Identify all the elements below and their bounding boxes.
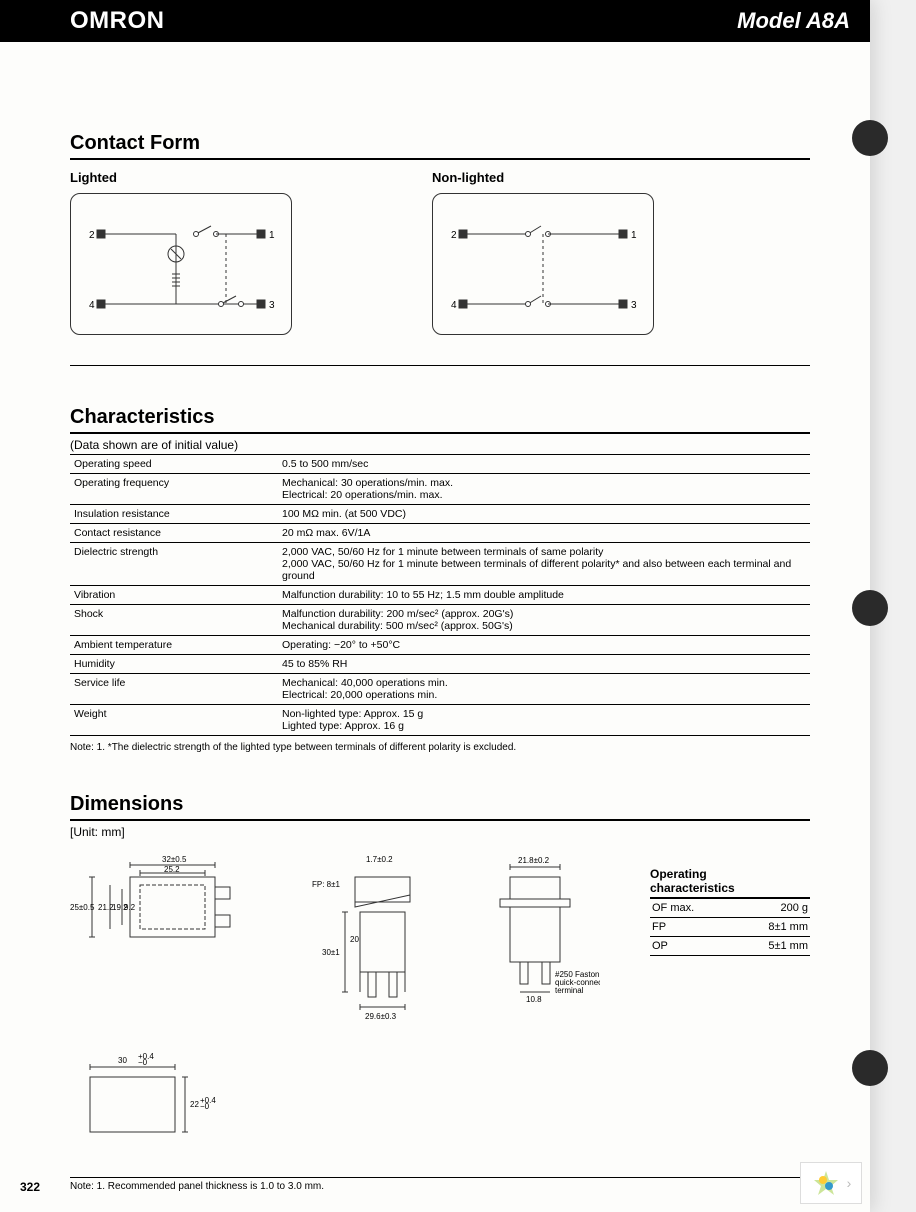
contact-form-heading: Contact Form bbox=[70, 132, 810, 160]
char-label: Ambient temperature bbox=[70, 636, 278, 655]
binder-tab-icon bbox=[852, 120, 888, 156]
dimension-drawings: 32±0.5 25.2 25±0.5 21.2 19.2 9.2 bbox=[70, 847, 620, 1157]
watermark-icon: › bbox=[800, 1162, 862, 1204]
lighted-diagram: 2 1 4 3 bbox=[70, 193, 292, 335]
svg-text:−0: −0 bbox=[200, 1102, 210, 1111]
table-row: Humidity45 to 85% RH bbox=[70, 655, 810, 674]
datasheet-page: OMRON Model A8A Contact Form Lighted bbox=[0, 0, 870, 1212]
char-value: Mechanical: 40,000 operations min. Elect… bbox=[278, 674, 810, 705]
table-row: Service lifeMechanical: 40,000 operation… bbox=[70, 674, 810, 705]
page-number: 322 bbox=[20, 1180, 40, 1194]
terminal-2: 2 bbox=[89, 230, 95, 241]
dimensions-unit: [Unit: mm] bbox=[70, 825, 810, 839]
table-row: Dielectric strength2,000 VAC, 50/60 Hz f… bbox=[70, 543, 810, 586]
dimensions-note: Note: 1. Recommended panel thickness is … bbox=[70, 1177, 810, 1192]
table-row: OP5±1 mm bbox=[650, 937, 810, 956]
terminal-1: 1 bbox=[269, 230, 275, 241]
char-value: Mechanical: 30 operations/min. max. Elec… bbox=[278, 474, 810, 505]
svg-text:21.8±0.2: 21.8±0.2 bbox=[518, 856, 550, 865]
characteristics-note: Note: 1. *The dielectric strength of the… bbox=[70, 742, 810, 753]
table-row: WeightNon-lighted type: Approx. 15 g Lig… bbox=[70, 705, 810, 736]
svg-text:9.2: 9.2 bbox=[124, 903, 136, 912]
table-row: Operating frequencyMechanical: 30 operat… bbox=[70, 474, 810, 505]
char-value: Operating: −20° to +50°C bbox=[278, 636, 810, 655]
char-label: Humidity bbox=[70, 655, 278, 674]
binder-tab-icon bbox=[852, 1050, 888, 1086]
svg-text:32±0.5: 32±0.5 bbox=[162, 855, 187, 864]
svg-text:1.7±0.2: 1.7±0.2 bbox=[366, 855, 393, 864]
char-label: Operating frequency bbox=[70, 474, 278, 505]
op-char-heading: Operating characteristics bbox=[650, 867, 810, 899]
char-value: 100 MΩ min. (at 500 VDC) bbox=[278, 505, 810, 524]
table-row: ShockMalfunction durability: 200 m/sec² … bbox=[70, 605, 810, 636]
side-view-drawing: 21.8±0.2 10.8 #250 Faston quick-connect … bbox=[480, 847, 600, 1017]
divider bbox=[70, 365, 810, 366]
svg-text:10.8: 10.8 bbox=[526, 995, 542, 1004]
svg-text:25.2: 25.2 bbox=[164, 865, 180, 874]
table-row: Insulation resistance100 MΩ min. (at 500… bbox=[70, 505, 810, 524]
svg-text:25±0.5: 25±0.5 bbox=[70, 903, 95, 912]
terminal-4: 4 bbox=[451, 300, 457, 311]
op-value: 8±1 mm bbox=[732, 918, 810, 937]
char-value: Malfunction durability: 10 to 55 Hz; 1.5… bbox=[278, 586, 810, 605]
op-label: OP bbox=[650, 937, 732, 956]
operating-characteristics: Operating characteristics OF max.200 gFP… bbox=[650, 867, 810, 956]
op-value: 200 g bbox=[732, 899, 810, 918]
brand-logo: OMRON bbox=[70, 7, 165, 35]
char-label: Contact resistance bbox=[70, 524, 278, 543]
char-label: Dielectric strength bbox=[70, 543, 278, 586]
svg-text:terminal: terminal bbox=[555, 986, 584, 995]
op-label: OF max. bbox=[650, 899, 732, 918]
characteristics-table: Operating speed0.5 to 500 mm/secOperatin… bbox=[70, 454, 810, 736]
dimensions-heading: Dimensions bbox=[70, 793, 810, 821]
char-value: Malfunction durability: 200 m/sec² (appr… bbox=[278, 605, 810, 636]
svg-text:20: 20 bbox=[350, 935, 359, 944]
nonlighted-label: Non-lighted bbox=[432, 170, 654, 185]
table-row: OF max.200 g bbox=[650, 899, 810, 918]
nonlighted-diagram: 2 1 4 3 bbox=[432, 193, 654, 335]
binder-tab-icon bbox=[852, 590, 888, 626]
table-row: Operating speed0.5 to 500 mm/sec bbox=[70, 455, 810, 474]
terminal-3: 3 bbox=[269, 300, 275, 311]
op-label: FP bbox=[650, 918, 732, 937]
char-value: 20 mΩ max. 6V/1A bbox=[278, 524, 810, 543]
char-label: Insulation resistance bbox=[70, 505, 278, 524]
svg-text:30±1: 30±1 bbox=[322, 948, 340, 957]
terminal-3: 3 bbox=[631, 300, 637, 311]
svg-text:29.6±0.3: 29.6±0.3 bbox=[365, 1012, 397, 1021]
char-value: Non-lighted type: Approx. 15 g Lighted t… bbox=[278, 705, 810, 736]
op-value: 5±1 mm bbox=[732, 937, 810, 956]
char-value: 2,000 VAC, 50/60 Hz for 1 minute between… bbox=[278, 543, 810, 586]
char-label: Operating speed bbox=[70, 455, 278, 474]
header-bar: OMRON Model A8A bbox=[0, 0, 870, 42]
op-char-table: OF max.200 gFP8±1 mmOP5±1 mm bbox=[650, 899, 810, 956]
svg-text:−0: −0 bbox=[138, 1058, 148, 1067]
char-label: Shock bbox=[70, 605, 278, 636]
char-value: 0.5 to 500 mm/sec bbox=[278, 455, 810, 474]
table-row: VibrationMalfunction durability: 10 to 5… bbox=[70, 586, 810, 605]
panel-cutout-drawing: 30 +0.4 −0 22 +0.4 −0 bbox=[70, 1047, 220, 1157]
char-value: 45 to 85% RH bbox=[278, 655, 810, 674]
svg-text:30: 30 bbox=[118, 1056, 127, 1065]
table-row: Contact resistance20 mΩ max. 6V/1A bbox=[70, 524, 810, 543]
char-label: Weight bbox=[70, 705, 278, 736]
svg-text:FP: 8±1: FP: 8±1 bbox=[312, 880, 341, 889]
terminal-1: 1 bbox=[631, 230, 637, 241]
svg-text:22: 22 bbox=[190, 1100, 199, 1109]
lighted-label: Lighted bbox=[70, 170, 292, 185]
top-view-drawing: 32±0.5 25.2 25±0.5 21.2 19.2 9.2 bbox=[70, 847, 270, 957]
char-label: Vibration bbox=[70, 586, 278, 605]
characteristics-heading: Characteristics bbox=[70, 406, 810, 434]
model-title: Model A8A bbox=[737, 8, 850, 34]
table-row: FP8±1 mm bbox=[650, 918, 810, 937]
terminal-4: 4 bbox=[89, 300, 95, 311]
char-label: Service life bbox=[70, 674, 278, 705]
terminal-2: 2 bbox=[451, 230, 457, 241]
contact-form-diagrams: Lighted bbox=[70, 164, 810, 335]
characteristics-subtitle: (Data shown are of initial value) bbox=[70, 438, 810, 452]
table-row: Ambient temperatureOperating: −20° to +5… bbox=[70, 636, 810, 655]
front-view-drawing: 1.7±0.2 FP: 8±1 30±1 20 29.6±0.3 bbox=[310, 847, 440, 1027]
